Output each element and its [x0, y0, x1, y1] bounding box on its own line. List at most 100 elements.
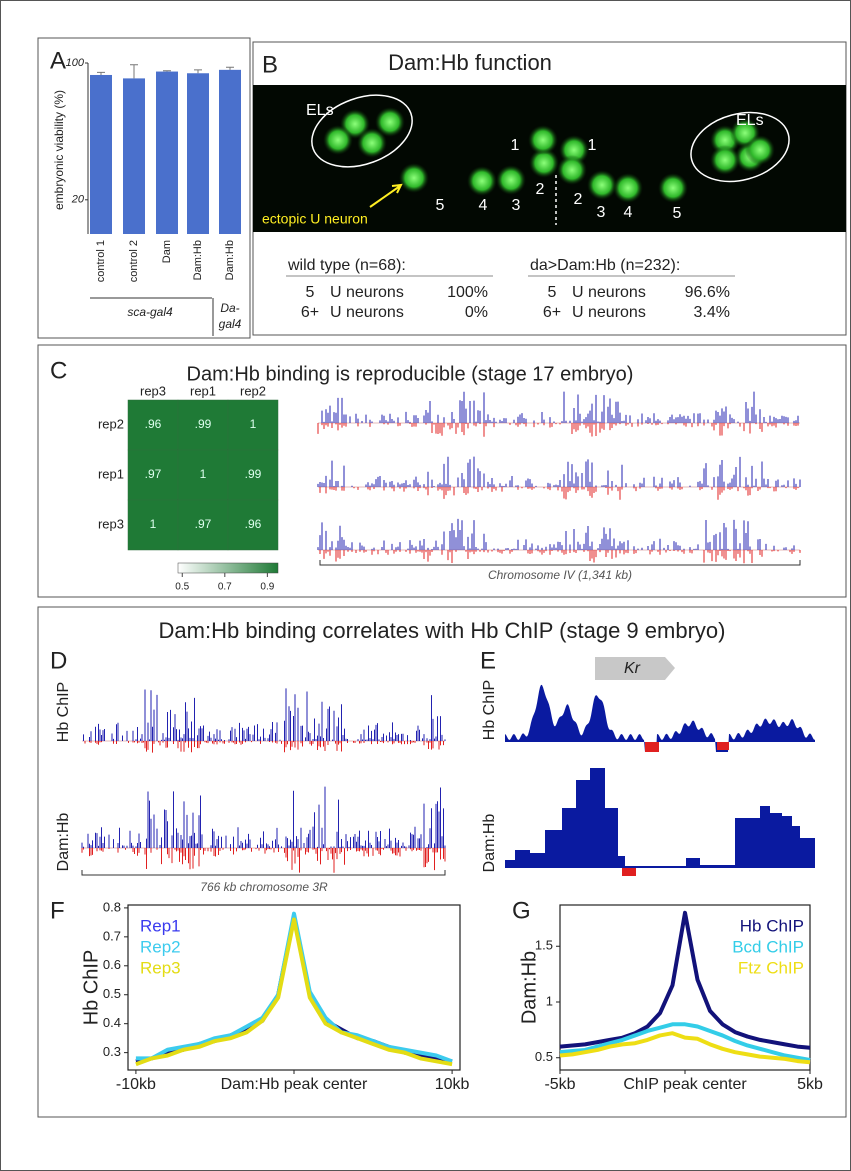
cell-label: .96	[145, 417, 162, 431]
bar	[156, 72, 178, 234]
legend-entry: Hb ChIP	[740, 916, 804, 935]
table-unit: U neurons	[572, 284, 646, 301]
y-tick-label: 1.5	[535, 938, 553, 953]
x-tick-label: control 2	[128, 240, 140, 282]
dam-dip	[622, 868, 636, 876]
cell-label: 1	[150, 517, 157, 531]
chip-dip	[717, 742, 729, 750]
cell-number: 1	[511, 137, 520, 154]
cell-label: 1	[250, 417, 257, 431]
colorbar-label: 0.7	[218, 582, 232, 593]
x-tick-label: Dam	[161, 240, 173, 263]
els-label: ELs	[306, 102, 334, 119]
row-label: rep3	[98, 516, 124, 531]
bar	[123, 78, 145, 234]
y-tick-label: 0.5	[103, 986, 121, 1001]
bar	[90, 75, 112, 234]
legend-entry: Ftz ChIP	[738, 958, 804, 977]
error-bar	[130, 65, 138, 79]
y-tick-label: 20	[71, 194, 85, 206]
scale-bar	[82, 870, 445, 875]
panel-title: Dam:Hb binding correlates with Hb ChIP (…	[159, 618, 726, 643]
row-label: rep2	[98, 416, 124, 431]
bar	[187, 73, 209, 234]
group-label: Da-	[220, 301, 239, 315]
table-count: 5	[548, 284, 557, 301]
cell-number: 4	[479, 197, 488, 214]
els-label: ELs	[736, 112, 764, 129]
panel-label: A	[50, 47, 66, 74]
table-percent: 3.4%	[694, 304, 730, 321]
track-axis-label: Chromosome IV (1,341 kb)	[488, 568, 632, 582]
neuron	[658, 173, 688, 203]
neuron	[613, 173, 643, 203]
x-tick-label: -5kb	[544, 1076, 575, 1093]
legend-entry: Rep2	[140, 937, 181, 956]
neuron	[528, 125, 558, 155]
cell-label: .97	[195, 517, 212, 531]
neuron	[745, 135, 775, 165]
table-header: wild type (n=68):	[287, 257, 406, 274]
panel-label: C	[50, 357, 67, 384]
cell-number: 5	[673, 205, 682, 222]
table-percent: 0%	[465, 304, 488, 321]
y-tick-label: 0.8	[103, 899, 121, 914]
panel-label: F	[50, 897, 65, 924]
neuron	[357, 128, 387, 158]
table-count: 5	[306, 284, 315, 301]
neuron	[467, 166, 497, 196]
table-unit: U neurons	[330, 284, 404, 301]
cell-label: .99	[195, 417, 212, 431]
error-bar	[226, 67, 234, 70]
panel-title: Dam:Hb binding is reproducible (stage 17…	[187, 363, 634, 385]
y-tick-label: 0.5	[535, 1049, 553, 1064]
panel-title: Dam:Hb function	[388, 50, 552, 75]
track-label: Dam:Hb	[481, 814, 498, 873]
ectopic-label: ectopic U neuron	[262, 211, 368, 227]
y-tick-label: 0.6	[103, 957, 121, 972]
column-label: rep3	[140, 383, 166, 398]
cell-label: .97	[145, 467, 162, 481]
legend-entry: Rep1	[140, 916, 181, 935]
neuron	[587, 170, 617, 200]
neuron	[710, 145, 740, 175]
cell-number: 3	[512, 197, 521, 214]
cell-number: 4	[624, 204, 633, 221]
y-tick-label: 1	[546, 993, 553, 1008]
group-label: sca-gal4	[127, 305, 173, 319]
error-bar	[163, 71, 171, 72]
cell-label: 1	[200, 467, 207, 481]
series-line	[136, 914, 452, 1062]
x-tick-label: 10kb	[435, 1076, 470, 1093]
panel-label: G	[512, 897, 531, 924]
cell-number: 2	[574, 191, 583, 208]
y-axis-title: embryonic viability (%)	[52, 90, 66, 210]
track-label: Dam:Hb	[55, 813, 72, 872]
cell-number: 3	[597, 204, 606, 221]
table-count: 6+	[543, 304, 561, 321]
row-label: rep1	[98, 466, 124, 481]
colorbar	[178, 563, 278, 573]
track-axis-label: 766 kb chromosome 3R	[200, 880, 328, 894]
cell-number: 5	[436, 197, 445, 214]
neuron	[399, 163, 429, 193]
table-header: da>Dam:Hb (n=232):	[530, 257, 680, 274]
error-bar	[194, 70, 202, 73]
column-label: rep2	[240, 383, 266, 398]
panel-label: E	[480, 647, 496, 674]
panel-dg-box	[38, 607, 846, 1117]
x-tick-label: -10kb	[116, 1076, 156, 1093]
table-unit: U neurons	[330, 304, 404, 321]
colorbar-label: 0.5	[175, 582, 189, 593]
table-unit: U neurons	[572, 304, 646, 321]
track-label: Hb ChIP	[55, 682, 72, 742]
colorbar-label: 0.9	[260, 582, 274, 593]
neuron	[496, 165, 526, 195]
neuron	[323, 125, 353, 155]
x-tick-label: ChIP peak center	[623, 1076, 747, 1093]
panel-label: B	[262, 51, 278, 78]
chip-dip	[645, 742, 659, 752]
y-tick-label: 0.3	[103, 1044, 121, 1059]
cell-number: 2	[536, 181, 545, 198]
y-axis-title: Hb ChIP	[80, 950, 102, 1026]
